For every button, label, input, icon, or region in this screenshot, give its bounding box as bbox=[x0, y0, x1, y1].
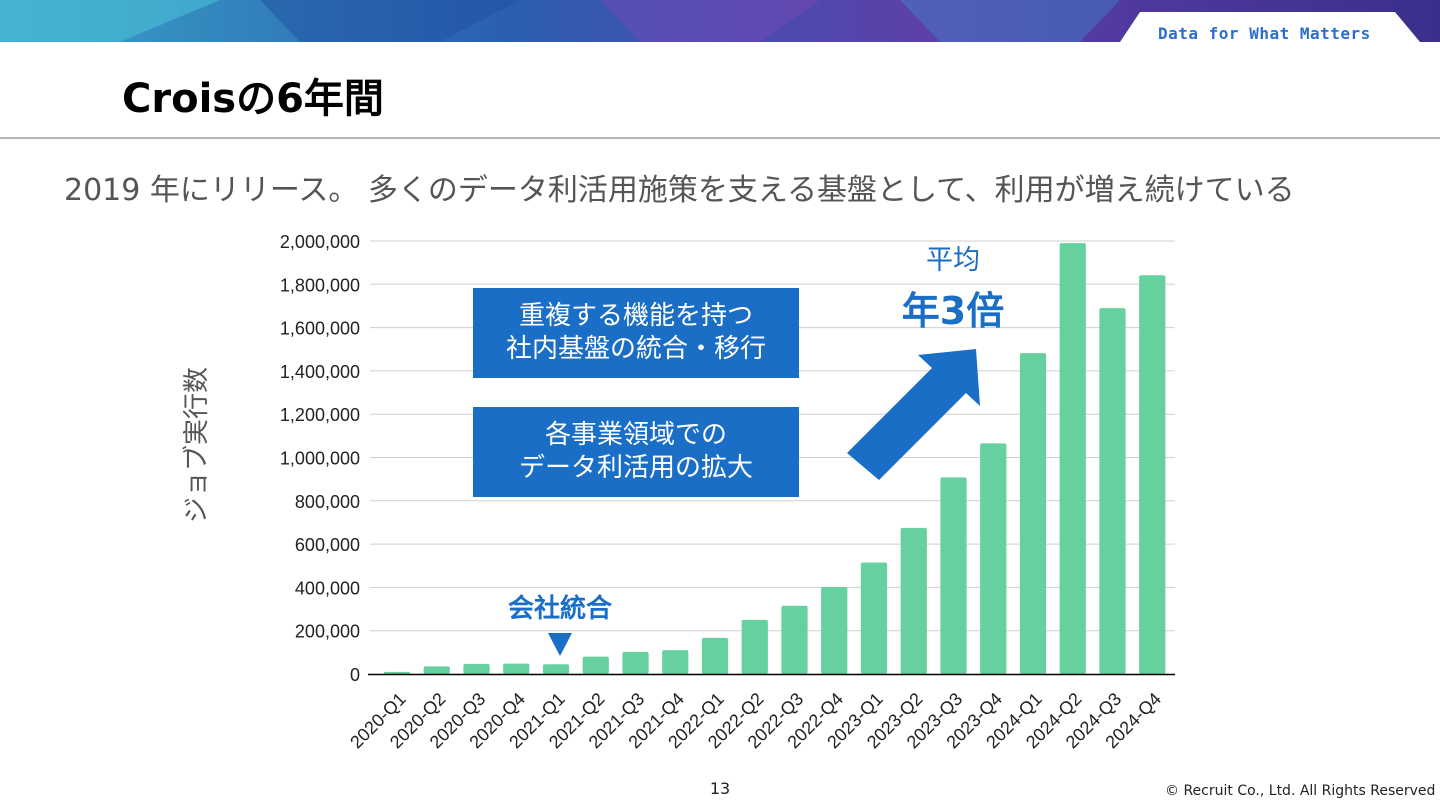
bar-2023-Q4 bbox=[980, 443, 1007, 674]
bar-2020-Q2 bbox=[423, 666, 450, 674]
y-tick-label: 2,000,000 bbox=[280, 232, 360, 252]
bar-2021-Q4 bbox=[662, 650, 689, 674]
bar-2024-Q3 bbox=[1099, 308, 1126, 674]
y-tick-label: 800,000 bbox=[295, 492, 360, 512]
bar-2023-Q1 bbox=[860, 562, 888, 674]
y-axis-ticks: 0 200,000 400,000 600,000 800,000 1,000,000 1,… bbox=[280, 232, 360, 685]
bar-2021-Q3 bbox=[622, 651, 649, 674]
bar-2020-Q4 bbox=[503, 663, 530, 674]
bar-2024-Q1 bbox=[1019, 353, 1047, 674]
bar-2022-Q1 bbox=[701, 637, 729, 674]
bar-2020-Q1 bbox=[383, 671, 411, 674]
copyright-notice: © Recruit Co., Ltd. All Rights Reserved bbox=[1165, 783, 1436, 799]
expansion-callout: 各事業領域での データ利活用の拡大 bbox=[473, 407, 799, 497]
chart-bars bbox=[383, 243, 1166, 675]
y-axis-label: ジョブ実行数 bbox=[182, 367, 212, 523]
expansion-callout-line2: データ利活用の拡大 bbox=[518, 453, 753, 483]
average-growth-value: 年3倍 bbox=[901, 289, 1005, 333]
y-tick-label: 1,400,000 bbox=[280, 362, 360, 382]
y-tick-label: 1,800,000 bbox=[280, 275, 360, 295]
page-title: Croisの6年間 bbox=[122, 76, 384, 122]
y-tick-label: 1,600,000 bbox=[280, 319, 360, 339]
bar-2022-Q3 bbox=[781, 605, 808, 674]
merger-marker-icon bbox=[548, 633, 572, 656]
y-tick-label: 600,000 bbox=[295, 535, 360, 555]
y-tick-label: 1,000,000 bbox=[280, 449, 360, 469]
bar-2022-Q2 bbox=[741, 619, 768, 674]
merger-annotation: 会社統合 bbox=[507, 594, 612, 624]
y-tick-label: 1,200,000 bbox=[280, 405, 360, 425]
page-number: 13 bbox=[709, 779, 731, 798]
y-tick-label: 200,000 bbox=[295, 622, 360, 642]
bar-2023-Q2 bbox=[900, 527, 927, 674]
consolidation-callout: 重複する機能を持つ 社内基盤の統合・移行 bbox=[473, 288, 799, 378]
bar-2024-Q4 bbox=[1139, 275, 1166, 674]
bar-2021-Q1 bbox=[542, 664, 570, 674]
x-axis-ticks: 2020-Q12020-Q22020-Q32020-Q42021-Q12021-… bbox=[346, 689, 1165, 753]
bar-2023-Q3 bbox=[940, 477, 967, 674]
header-banner bbox=[0, 0, 1440, 42]
bar-2020-Q3 bbox=[463, 663, 490, 674]
slide-subtitle: 2019 年にリリース。 多くのデータ利活用施策を支える基盤として、利用が増え続… bbox=[64, 173, 1295, 208]
y-tick-label: 400,000 bbox=[295, 578, 360, 598]
bar-2021-Q2 bbox=[582, 656, 609, 674]
expansion-callout-line1: 各事業領域での bbox=[544, 420, 727, 450]
average-growth-label: 平均 bbox=[926, 245, 980, 276]
consolidation-callout-line2: 社内基盤の統合・移行 bbox=[505, 334, 766, 364]
growth-arrow-icon bbox=[847, 349, 980, 480]
bar-2022-Q4 bbox=[821, 586, 848, 674]
y-tick-label: 0 bbox=[350, 665, 360, 685]
consolidation-callout-line1: 重複する機能を持つ bbox=[518, 301, 753, 331]
bar-2024-Q2 bbox=[1059, 243, 1086, 675]
brand-tagline: Data for What Matters bbox=[1158, 24, 1371, 43]
title-divider bbox=[0, 137, 1440, 139]
